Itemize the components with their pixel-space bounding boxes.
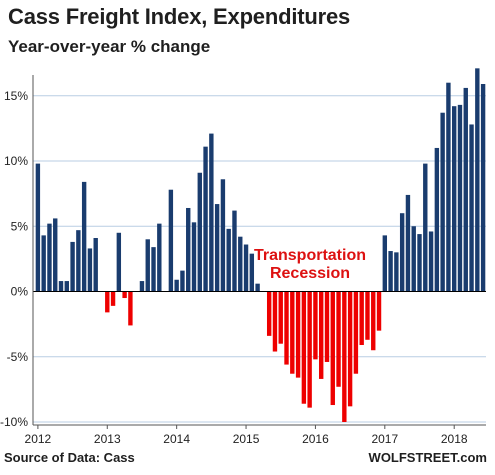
bar <box>359 291 364 345</box>
bar <box>347 291 353 407</box>
bar <box>434 147 440 292</box>
bar <box>110 291 116 306</box>
bar <box>220 179 226 292</box>
bar <box>151 247 156 292</box>
bar <box>232 210 237 292</box>
bar <box>93 238 98 292</box>
bar <box>255 283 260 292</box>
bar <box>180 270 185 292</box>
bar <box>266 291 272 336</box>
bar <box>209 133 214 292</box>
bar <box>278 291 283 344</box>
x-tick-label: 2012 <box>25 432 52 446</box>
bar <box>272 291 278 352</box>
bar <box>116 232 122 292</box>
bar <box>452 106 457 292</box>
bar <box>191 222 197 292</box>
bar <box>157 223 162 292</box>
bar <box>214 204 220 292</box>
bar <box>324 291 330 362</box>
bar <box>87 248 93 292</box>
bar <box>307 291 312 408</box>
bar <box>313 291 318 360</box>
bar <box>284 291 289 365</box>
x-tick-label: 2015 <box>233 432 260 446</box>
bar <box>76 230 81 292</box>
bar <box>47 223 52 292</box>
bar <box>249 253 255 292</box>
bar <box>457 104 463 292</box>
bar <box>475 68 480 292</box>
bar <box>81 181 87 292</box>
bar <box>53 218 58 292</box>
x-tick-label: 2013 <box>94 432 121 446</box>
publisher-credit: WOLFSTREET.com <box>368 450 487 465</box>
bar <box>440 112 445 292</box>
bar <box>203 146 208 292</box>
bar <box>301 291 307 404</box>
annotation-label: Recession <box>270 265 350 282</box>
y-tick-label: 15% <box>4 89 28 103</box>
y-tick-label: 10% <box>4 154 28 168</box>
bar <box>41 235 46 292</box>
bar <box>469 124 474 292</box>
x-tick-label: 2014 <box>163 432 190 446</box>
bar <box>376 291 382 331</box>
x-tick-label: 2016 <box>302 432 329 446</box>
bar <box>342 291 347 422</box>
y-tick-label: -5% <box>7 350 29 364</box>
bar <box>290 291 295 374</box>
bar <box>238 236 243 292</box>
bar <box>174 279 179 292</box>
bar <box>197 172 202 292</box>
bar <box>399 213 405 292</box>
bar <box>319 291 324 379</box>
bar <box>463 87 468 292</box>
bar <box>446 82 451 292</box>
bar <box>330 291 335 406</box>
y-tick-label: -10% <box>0 415 28 429</box>
bar <box>58 281 64 292</box>
x-tick-label: 2017 <box>371 432 398 446</box>
bar <box>428 231 434 292</box>
bar <box>64 281 69 292</box>
bar <box>105 291 110 313</box>
chart-title: Cass Freight Index, Expenditures <box>8 4 351 29</box>
annotation-label: Transportation <box>254 247 366 264</box>
bar <box>145 239 150 292</box>
bar <box>353 291 359 374</box>
bar <box>226 228 231 292</box>
bar <box>371 291 376 351</box>
bar <box>35 163 41 292</box>
bar <box>480 84 486 292</box>
bar <box>243 244 249 292</box>
bar <box>186 207 191 292</box>
bar <box>388 251 393 292</box>
y-tick-label: 0% <box>11 285 29 299</box>
bar <box>417 234 422 292</box>
bar <box>405 194 411 292</box>
bar <box>139 281 145 292</box>
bar <box>411 226 416 292</box>
bar <box>168 189 174 292</box>
x-tick-label: 2018 <box>441 432 468 446</box>
bar <box>122 291 127 299</box>
chart-subtitle: Year-over-year % change <box>8 37 211 56</box>
bar <box>382 235 388 292</box>
bar <box>128 291 133 326</box>
bar <box>336 291 341 387</box>
bar <box>423 163 428 292</box>
source-note: Source of Data: Cass <box>4 450 135 465</box>
y-tick-label: 5% <box>11 219 29 233</box>
bar <box>70 241 75 292</box>
bar <box>365 291 370 340</box>
bar <box>394 252 399 292</box>
bar <box>295 291 301 378</box>
